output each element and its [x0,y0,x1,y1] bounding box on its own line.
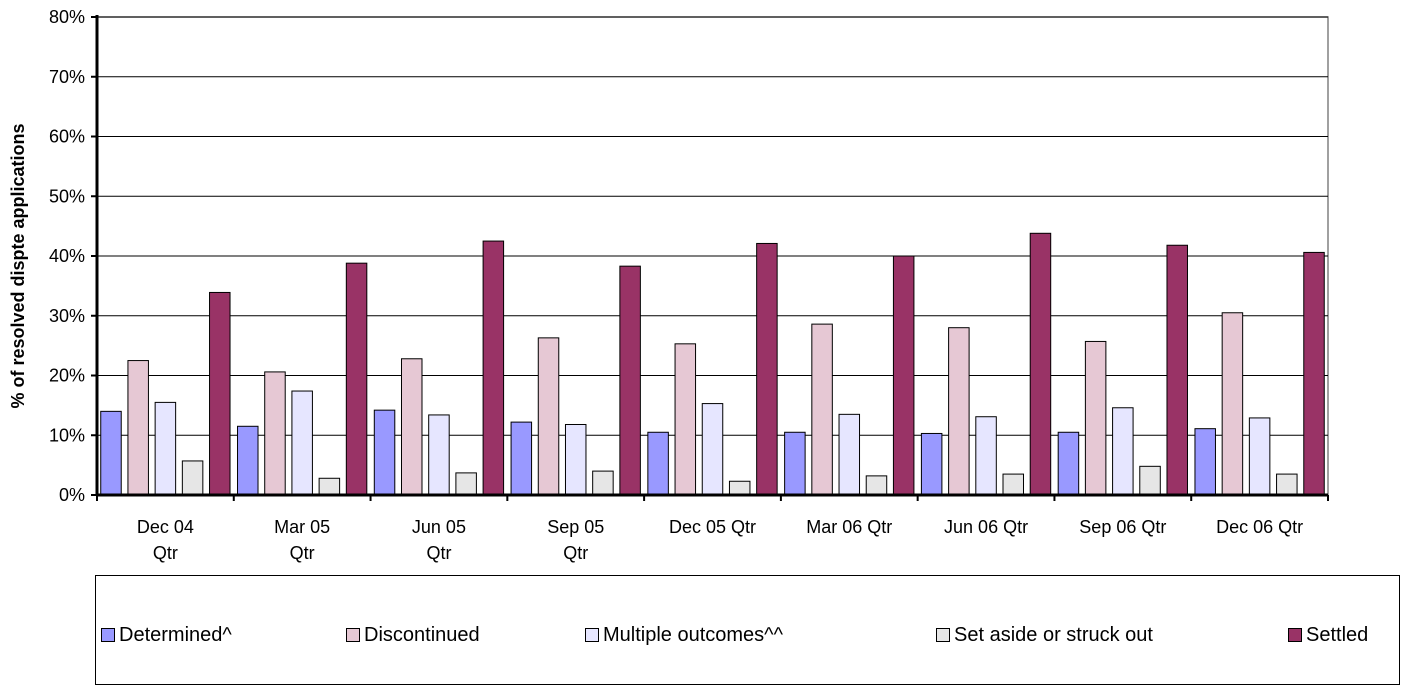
y-tick-label: 0% [59,485,85,505]
bar [593,471,614,495]
bar [265,372,286,495]
bar [401,359,422,495]
bar [374,410,395,495]
bar [1113,408,1134,495]
legend: Determined^ Discontinued Multiple outcomes… [95,575,1400,685]
x-tick-label: Dec 04 Qtr [137,517,194,563]
y-tick-label: 70% [49,67,85,87]
legend-item: Multiple outcomes^^ [585,625,783,645]
x-tick-label: Jun 06 Qtr [944,517,1028,537]
bar [893,256,914,495]
legend-label: Multiple outcomes^^ [603,624,783,647]
y-tick-label: 50% [49,186,85,206]
bar [429,415,450,495]
bar [1030,233,1051,495]
bar [101,411,122,495]
x-tick-label: Mar 06 Qtr [806,517,892,537]
bar [702,404,723,495]
bar [976,417,997,495]
x-tick-label: Sep 05 Qtr [547,517,604,563]
bar [1195,429,1216,495]
bar [866,476,887,495]
bar [1003,474,1024,495]
bar [1167,245,1188,495]
y-axis-title: % of resolved dispte applications [8,123,28,408]
x-tick-label: Dec 06 Qtr [1216,517,1303,537]
bar [839,414,860,495]
bar [511,422,532,495]
bar [921,433,942,495]
bar [1304,252,1325,495]
bar [456,473,477,495]
bar [620,266,641,495]
bar [238,426,259,495]
x-tick-label: Jun 05 Qtr [412,517,466,563]
bar [1277,474,1298,495]
bar [538,338,559,495]
bar [319,478,340,495]
bar [346,263,367,495]
bar [182,461,203,495]
bar [1249,418,1270,495]
bar [757,243,778,495]
bar [483,241,504,495]
bar [210,292,231,495]
legend-label: Settled [1306,624,1368,647]
legend-item: Determined^ [101,625,232,645]
legend-label: Determined^ [119,624,232,647]
bar [128,361,149,495]
bar [729,481,750,495]
bar [1058,432,1079,495]
legend-swatch [101,628,115,642]
y-tick-label: 80% [49,7,85,27]
bar [1140,466,1161,495]
legend-label: Set aside or struck out [954,624,1153,647]
y-tick-label: 60% [49,127,85,147]
y-tick-label: 20% [49,366,85,386]
legend-swatch [936,628,950,642]
y-tick-label: 10% [49,425,85,445]
legend-item: Set aside or struck out [936,625,1153,645]
legend-swatch [1288,628,1302,642]
legend-label: Discontinued [364,624,480,647]
bars [101,233,1325,495]
bar [785,432,806,495]
bar [812,324,833,495]
y-tick-label: 40% [49,246,85,266]
legend-item: Discontinued [346,625,480,645]
bar [949,328,970,495]
x-tick-label: Dec 05 Qtr [669,517,756,537]
bar [675,344,696,495]
x-tick-label: Sep 06 Qtr [1079,517,1166,537]
y-tick-label: 30% [49,306,85,326]
bar [565,424,586,495]
bar [292,391,313,495]
bar [1222,313,1243,495]
x-tick-label: Mar 05 Qtr [274,517,330,563]
bar [155,402,176,495]
bar [1085,341,1106,495]
bar [648,432,669,495]
legend-swatch [585,628,599,642]
legend-swatch [346,628,360,642]
legend-item: Settled [1288,625,1368,645]
